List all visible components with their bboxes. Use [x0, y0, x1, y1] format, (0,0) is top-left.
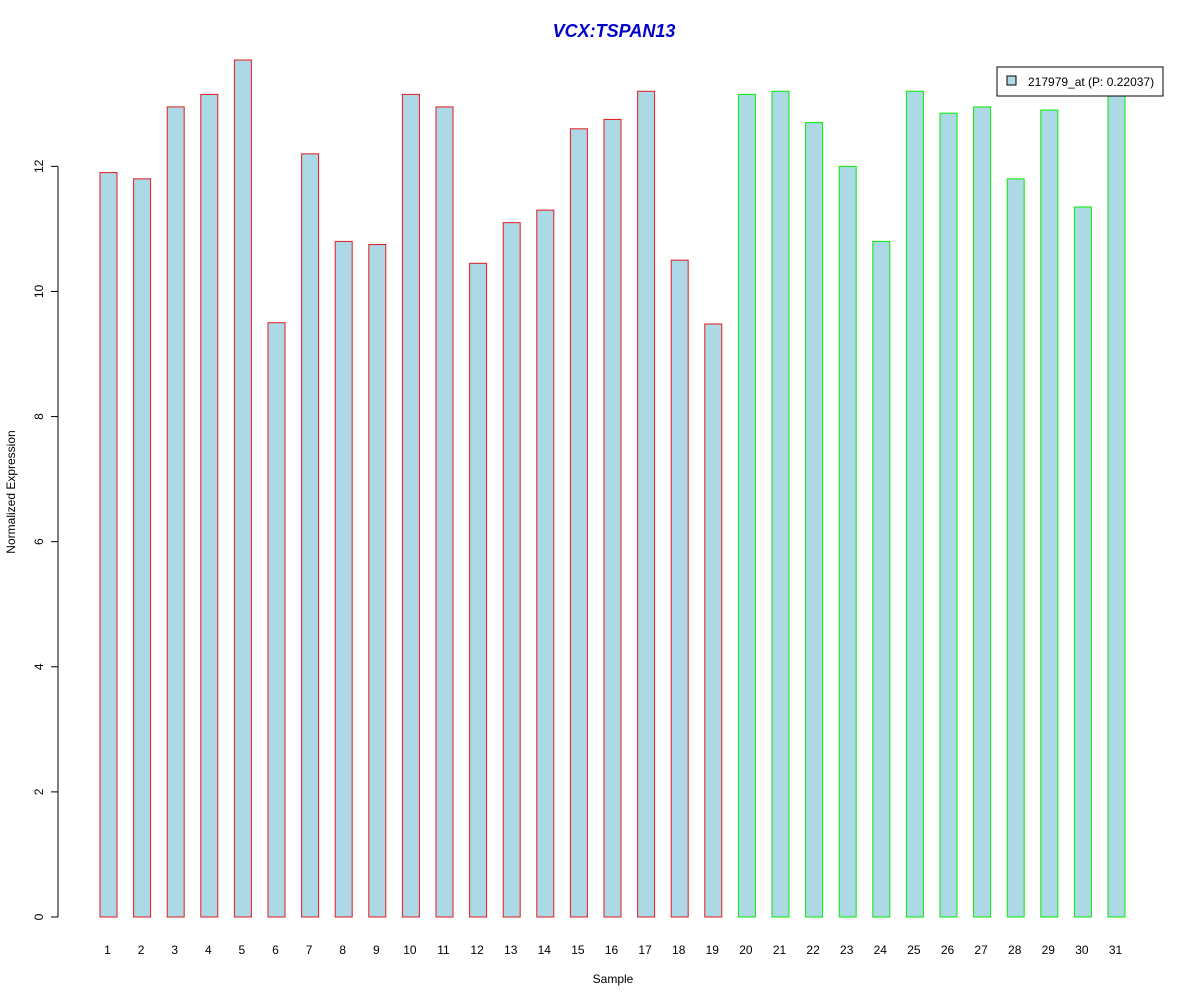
bar-sample-6: [267, 322, 286, 918]
bar-sample-4: [200, 93, 219, 918]
x-tick-label: 17: [638, 943, 652, 957]
x-tick-label: 26: [941, 943, 955, 957]
bar-sample-23: [838, 165, 857, 918]
x-tick-label: 3: [171, 943, 178, 957]
bar-sample-29: [1040, 109, 1059, 918]
y-axis-label: Normalized Expression: [4, 430, 18, 553]
y-axis: 0 2 4 6 8 10 12: [32, 159, 59, 920]
bar-sample-2: [133, 178, 152, 918]
bars: [99, 59, 1126, 918]
x-tick-label: 4: [205, 943, 212, 957]
x-tick-label: 24: [874, 943, 888, 957]
bar-sample-8: [334, 240, 353, 918]
legend-box: [996, 66, 1164, 97]
x-tick-label: 22: [806, 943, 820, 957]
x-tick-label: 10: [403, 943, 417, 957]
x-tick-label: 8: [339, 943, 346, 957]
bar-sample-11: [435, 106, 454, 918]
bar-sample-10: [401, 93, 420, 918]
x-tick-label: 9: [373, 943, 380, 957]
bar-sample-14: [536, 209, 555, 918]
bar-sample-31: [1107, 90, 1126, 918]
x-tick-label: 21: [773, 943, 787, 957]
bar-sample-20: [737, 93, 756, 918]
x-tick-label: 30: [1075, 943, 1089, 957]
x-tick-label: 16: [605, 943, 619, 957]
x-tick-label: 14: [538, 943, 552, 957]
x-tick-label: 5: [239, 943, 246, 957]
x-tick-label: 11: [437, 943, 450, 957]
y-tick-label: 8: [32, 413, 46, 420]
bar-sample-22: [805, 122, 824, 918]
x-tick-labels: 1 2 3 4 5 6 7 8 9 10 11 12 13 14 15 16 17 18 19 20 21 22 23 24 2…: [104, 943, 1122, 957]
bar-sample-3: [166, 106, 185, 918]
bar-sample-1: [99, 172, 118, 918]
bar-sample-17: [637, 90, 656, 918]
legend-entry: 217979_at (P: 0.22037): [1028, 75, 1154, 89]
x-tick-label: 23: [840, 943, 854, 957]
y-tick-label: 6: [32, 538, 46, 545]
bar-sample-25: [905, 90, 924, 918]
x-tick-label: 1: [104, 943, 111, 957]
bar-sample-9: [368, 244, 387, 918]
bar-sample-24: [872, 240, 891, 918]
chart-title: VCX:TSPAN13: [553, 21, 676, 41]
bar-sample-28: [1006, 178, 1025, 918]
x-tick-label: 27: [974, 943, 988, 957]
bar-sample-27: [973, 106, 992, 918]
bar-sample-12: [469, 262, 488, 918]
y-tick-label: 2: [32, 788, 46, 795]
x-tick-label: 6: [272, 943, 279, 957]
y-tick-label: 12: [32, 159, 46, 173]
x-tick-label: 31: [1109, 943, 1123, 957]
bar-sample-18: [670, 259, 689, 918]
bar-sample-16: [603, 118, 622, 918]
x-tick-label: 19: [706, 943, 720, 957]
x-tick-label: 12: [470, 943, 484, 957]
x-axis-label: Sample: [593, 972, 634, 986]
legend: 217979_at (P: 0.22037): [996, 66, 1164, 97]
y-tick-label: 0: [32, 913, 46, 920]
bar-sample-21: [771, 90, 790, 918]
bar-sample-15: [569, 128, 588, 918]
legend-swatch: [1006, 75, 1017, 86]
x-tick-label: 29: [1042, 943, 1056, 957]
x-tick-label: 13: [504, 943, 518, 957]
bar-sample-19: [704, 323, 723, 918]
x-tick-label: 25: [907, 943, 921, 957]
bar-sample-7: [301, 153, 320, 918]
bar-sample-30: [1073, 206, 1092, 918]
x-tick-label: 18: [672, 943, 686, 957]
x-tick-label: 28: [1008, 943, 1022, 957]
y-tick-label: 4: [32, 663, 46, 670]
x-tick-label: 20: [739, 943, 753, 957]
y-tick-label: 10: [32, 284, 46, 298]
bar-sample-13: [502, 222, 521, 918]
bar-sample-26: [939, 112, 958, 918]
bar-sample-5: [233, 59, 252, 918]
x-tick-label: 15: [571, 943, 585, 957]
x-tick-label: 7: [306, 943, 313, 957]
x-tick-label: 2: [138, 943, 145, 957]
